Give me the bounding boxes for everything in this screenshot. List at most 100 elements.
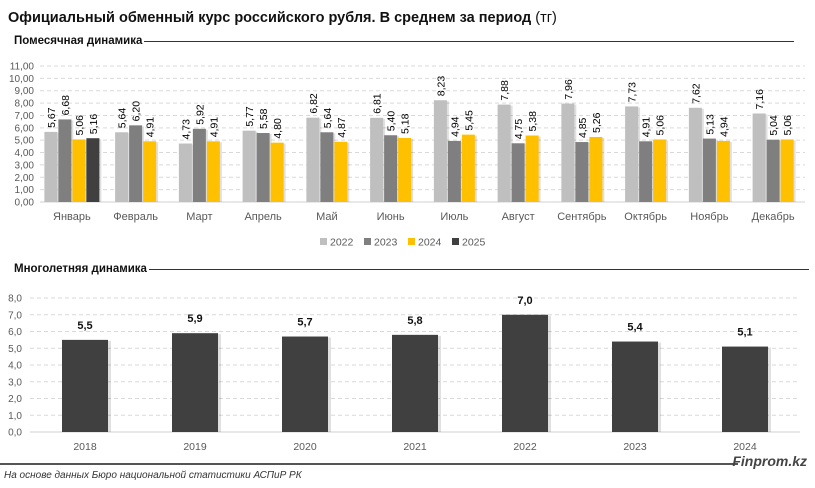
data-label: 7,88 [499, 80, 511, 101]
monthly-chart: 0,00 1,002,00 3,004,005,00 6,007,008,00 9,00… [9, 62, 805, 249]
x-tick-label: Апрель [244, 211, 282, 223]
data-label: 5,77 [244, 106, 256, 127]
bar-2024 [206, 141, 220, 202]
bar-2023 [129, 125, 143, 202]
x-tick-label: Февраль [113, 211, 158, 223]
data-label: 5,06 [74, 115, 86, 136]
data-label: 4,75 [513, 119, 525, 140]
bar-2024 [716, 140, 730, 202]
bar-2022 [497, 104, 511, 202]
data-label: 5,7 [297, 317, 312, 329]
bar-2022 [688, 107, 702, 202]
data-label: 6,68 [60, 95, 72, 116]
data-label: 5,5 [77, 320, 92, 332]
bar-2022 [44, 131, 58, 202]
data-label: 7,62 [690, 83, 702, 104]
data-label: 5,1 [737, 327, 752, 339]
data-label: 4,91 [641, 117, 653, 138]
x-tick-label: 2024 [733, 441, 757, 453]
data-label: 5,18 [400, 113, 412, 134]
bar-2024 [72, 139, 86, 202]
source-note: На основе данных Бюро национальной стати… [4, 470, 302, 481]
bar-2024 [143, 141, 157, 202]
data-label: 4,94 [718, 116, 730, 137]
legend-swatch-2025 [452, 238, 459, 245]
legend-label: 2025 [462, 237, 486, 249]
y-tick-label: 4,00 [15, 148, 35, 159]
y-tick-label: 11,00 [10, 62, 35, 73]
data-label: 5,8 [407, 315, 422, 327]
brand-logo: Finprom.kz [732, 453, 807, 469]
data-label: 4,87 [336, 117, 348, 138]
title-unit: (тг) [535, 10, 557, 26]
data-label: 5,58 [258, 108, 270, 129]
legend-label: 2022 [330, 237, 354, 249]
data-label: 5,40 [386, 111, 398, 132]
data-label: 5,04 [768, 115, 780, 136]
section-rule [148, 268, 809, 270]
legend-swatch-2023 [364, 238, 371, 245]
bar [612, 341, 658, 432]
x-tick-label: 2018 [73, 441, 97, 453]
bar-2024 [461, 134, 475, 202]
y-tick-label: 7,00 [15, 111, 35, 122]
data-label: 5,64 [322, 108, 334, 129]
data-label: 7,73 [627, 82, 639, 103]
bar-2023 [256, 133, 270, 202]
y-tick-label: 5,00 [15, 136, 35, 147]
data-label: 8,23 [435, 76, 447, 97]
bar [392, 334, 438, 432]
page-title: Официальный обменный курс российского ру… [8, 10, 557, 26]
bar-2022 [115, 132, 129, 202]
legend-label: 2024 [418, 237, 442, 249]
y-tick-label: 2,00 [15, 173, 35, 184]
bar-2024 [780, 139, 794, 202]
y-tick-label: 1,0 [8, 411, 22, 422]
bar-2022 [178, 143, 192, 202]
y-tick-label: 3,0 [8, 377, 22, 388]
bar [172, 333, 218, 432]
bar-2023 [575, 142, 589, 202]
section-yearly-title: Многолетняя динамика [14, 263, 147, 275]
x-tick-label: Сентябрь [557, 211, 607, 223]
section-monthly-title: Помесячная динамика [14, 35, 143, 47]
bar-2024 [334, 141, 348, 202]
x-tick-label: 2020 [293, 441, 317, 453]
bar-2022 [752, 113, 766, 202]
y-tick-label: 8,0 [8, 294, 22, 305]
y-tick-label: 6,00 [15, 123, 35, 134]
x-tick-label: Май [316, 211, 338, 223]
bar-2024 [653, 139, 667, 202]
bar-2022 [625, 106, 639, 202]
x-tick-label: Август [502, 211, 535, 223]
footer-rule [0, 463, 738, 465]
y-tick-label: 4,0 [8, 361, 22, 372]
bar [502, 314, 548, 432]
x-tick-label: Июль [440, 211, 468, 223]
legend-swatch-2022 [320, 238, 327, 245]
x-tick-label: Ноябрь [690, 211, 728, 223]
data-label: 5,92 [194, 104, 206, 125]
bar-2023 [320, 132, 334, 202]
legend-label: 2023 [374, 237, 398, 249]
data-label: 6,81 [372, 93, 384, 114]
data-label: 5,16 [88, 114, 100, 135]
x-tick-label: Декабрь [752, 211, 795, 223]
y-tick-label: 8,00 [15, 99, 35, 110]
bar-2022 [433, 100, 447, 202]
bar-2022 [242, 130, 256, 202]
data-label: 5,06 [655, 115, 667, 136]
x-tick-label: 2019 [183, 441, 207, 453]
bar-2024 [525, 135, 539, 202]
data-label: 4,91 [208, 117, 220, 138]
data-label: 6,82 [308, 93, 320, 114]
data-label: 5,4 [627, 322, 643, 334]
data-label: 7,0 [517, 295, 532, 307]
x-tick-label: Июнь [377, 211, 405, 223]
bar-2023 [58, 119, 72, 202]
data-label: 4,94 [449, 116, 461, 137]
data-label: 6,20 [131, 101, 143, 122]
bar [62, 339, 108, 432]
legend-swatch-2024 [408, 238, 415, 245]
data-label: 7,96 [563, 79, 575, 100]
